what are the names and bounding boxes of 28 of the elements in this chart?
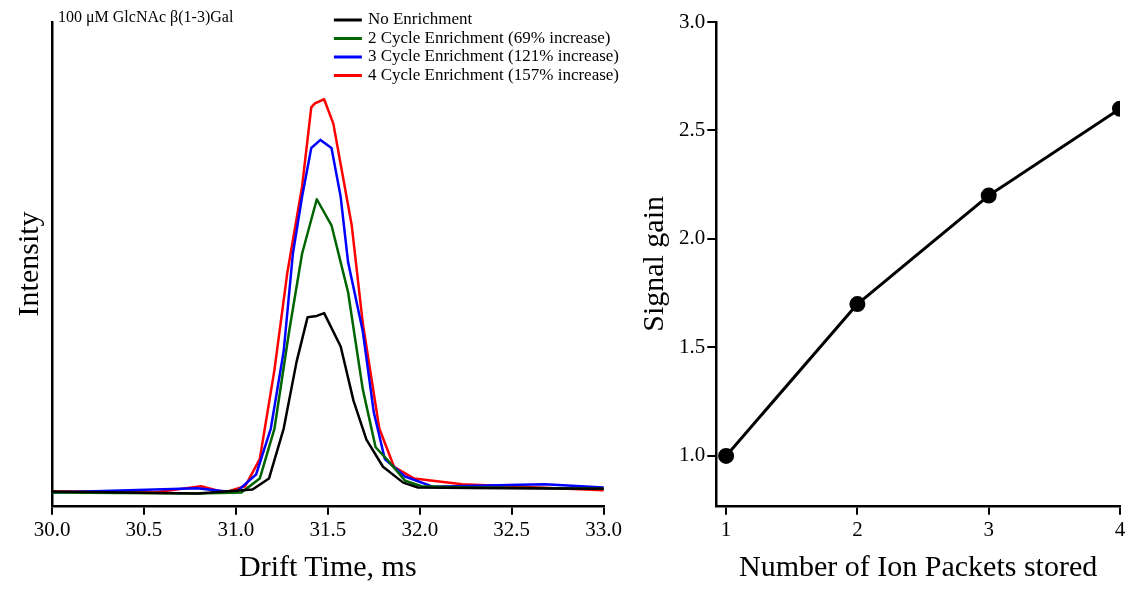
point bbox=[849, 296, 866, 313]
x-tick-label: 4 bbox=[1114, 516, 1126, 541]
x-tick-label: 2 bbox=[852, 516, 863, 541]
y-tick-label: 3.0 bbox=[679, 8, 706, 33]
x-tick-label: 30.0 bbox=[33, 516, 71, 541]
x-axis-title: Drift Time, ms bbox=[239, 548, 417, 582]
x-tick-label: 33.0 bbox=[585, 516, 622, 541]
point bbox=[980, 187, 997, 204]
point bbox=[718, 447, 735, 464]
x-tick-label: 31.0 bbox=[217, 516, 255, 541]
y-tick-label: 1.5 bbox=[679, 333, 706, 358]
x-tick-label: 3 bbox=[983, 516, 994, 541]
x-tick-label: 31.5 bbox=[309, 516, 347, 541]
y-tick-label: 2.0 bbox=[679, 225, 706, 250]
legend-label: 3 Cycle Enrichment (121% increase) bbox=[367, 46, 619, 66]
y-tick-label: 1.0 bbox=[679, 442, 706, 467]
y-axis-title: Signal gain bbox=[635, 195, 669, 332]
text: 100 μM GlcNAc β(1-3)Gal bbox=[58, 8, 234, 27]
x-tick-label: 30.5 bbox=[125, 516, 163, 541]
y-axis-title: Intensity bbox=[10, 211, 44, 317]
x-tick-label: 1 bbox=[720, 516, 732, 541]
legend-label: 2 Cycle Enrichment (69% increase) bbox=[367, 27, 611, 47]
legend-label: No Enrichment bbox=[367, 9, 473, 29]
y-tick-label: 2.5 bbox=[679, 116, 706, 141]
x-tick-label: 32.5 bbox=[493, 516, 531, 541]
x-tick-label: 32.0 bbox=[401, 516, 439, 541]
legend-label: 4 Cycle Enrichment (157% increase) bbox=[367, 64, 619, 84]
x-axis-title: Number of Ion Packets stored bbox=[739, 548, 1098, 582]
